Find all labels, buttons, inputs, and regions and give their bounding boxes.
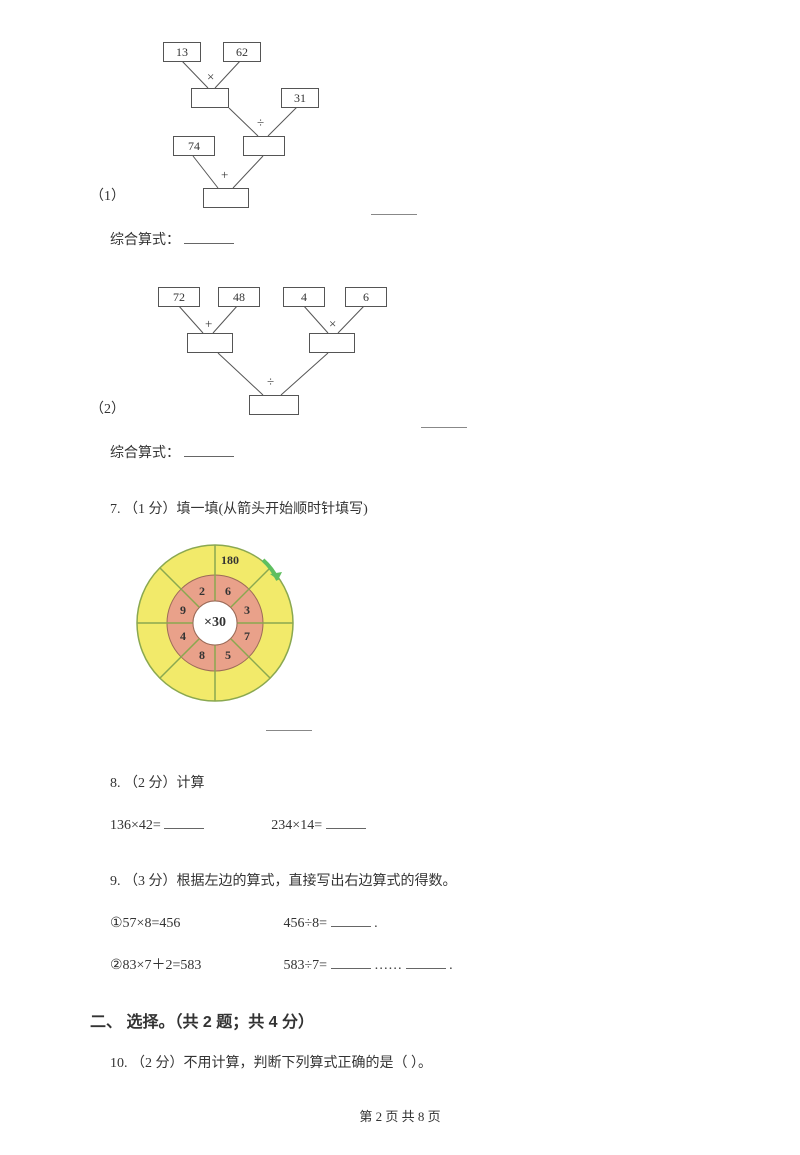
q8-blank-1[interactable] bbox=[326, 814, 366, 829]
q7: 7. （1 分）填一填(从箭头开始顺时针填写) bbox=[110, 496, 710, 742]
q6-1-answer-line[interactable] bbox=[371, 202, 417, 215]
box-13: 13 bbox=[163, 42, 201, 62]
q9-row0-suffix: . bbox=[374, 910, 378, 938]
wheel-inner-6: 9 bbox=[180, 598, 186, 622]
wheel-inner-0: 6 bbox=[225, 579, 231, 603]
box-blank-3[interactable] bbox=[203, 188, 249, 208]
q6-2-answer-line[interactable] bbox=[421, 415, 467, 428]
q6-2-expression-blank[interactable] bbox=[184, 442, 234, 457]
q6-1-expression-blank[interactable] bbox=[184, 229, 234, 244]
q9-row1-left: ②83×7＋2=583 bbox=[110, 952, 280, 980]
op-div: ÷ bbox=[257, 110, 264, 136]
wheel-inner-3: 5 bbox=[225, 643, 231, 667]
wheel-top: 180 bbox=[221, 548, 239, 572]
q9-row0-left: ①57×8=456 bbox=[110, 910, 280, 938]
q9-row1-suffix: . bbox=[449, 952, 453, 980]
wheel-center: ×30 bbox=[204, 609, 226, 637]
section-2-head: 二、 选择。（共 2 题；共 4 分） bbox=[90, 1008, 710, 1032]
tree-diagram-2: 72 48 4 6 + × ÷ bbox=[143, 283, 403, 428]
q6-1-prompt: 综合算式： bbox=[110, 233, 180, 248]
q9-row1-blank2[interactable] bbox=[406, 954, 446, 969]
box-74: 74 bbox=[173, 136, 215, 156]
q7-answer-line[interactable] bbox=[266, 718, 312, 731]
box-blank-5[interactable] bbox=[309, 333, 355, 353]
box-4: 4 bbox=[283, 287, 325, 307]
q9-row1-right: 583÷7= bbox=[284, 952, 328, 980]
wheel-inner-7: 2 bbox=[199, 579, 205, 603]
box-72: 72 bbox=[158, 287, 200, 307]
wheel-diagram: 180 ×30 6 3 7 5 8 4 9 2 bbox=[130, 538, 300, 708]
q6-part2: （2） 72 48 4 6 + × ÷ bbox=[90, 283, 710, 468]
q9-row1-dots: …… bbox=[374, 952, 402, 980]
wheel-inner-2: 7 bbox=[244, 624, 250, 648]
q8-expr-1: 234×14= bbox=[271, 812, 322, 840]
box-31: 31 bbox=[281, 88, 319, 108]
q9-row1-blank1[interactable] bbox=[331, 954, 371, 969]
box-blank-4[interactable] bbox=[187, 333, 233, 353]
q8-expr-0: 136×42= bbox=[110, 812, 161, 840]
q10: 10. （2 分）不用计算，判断下列算式正确的是（ ）。 bbox=[110, 1050, 710, 1078]
q6-part1: （1） 13 62 × 31 ÷ 74 + bbox=[90, 40, 710, 255]
box-48: 48 bbox=[218, 287, 260, 307]
q6-2-label: （2） bbox=[90, 396, 125, 424]
q9: 9. （3 分）根据左边的算式，直接写出右边算式的得数。 ①57×8=456 4… bbox=[110, 868, 710, 980]
wheel-inner-1: 3 bbox=[244, 598, 250, 622]
q8: 8. （2 分）计算 136×42= 234×14= bbox=[110, 770, 710, 840]
op-mul: × bbox=[207, 64, 214, 90]
box-blank-6[interactable] bbox=[249, 395, 299, 415]
q6-1-label: （1） bbox=[90, 183, 125, 211]
tree-diagram-1: 13 62 × 31 ÷ 74 + bbox=[143, 40, 353, 215]
q9-row0-blank[interactable] bbox=[331, 912, 371, 927]
wheel-inner-4: 8 bbox=[199, 643, 205, 667]
q9-row0-right: 456÷8= bbox=[284, 910, 328, 938]
box-blank-2[interactable] bbox=[243, 136, 285, 156]
wheel-inner-5: 4 bbox=[180, 624, 186, 648]
op-div2: ÷ bbox=[267, 369, 274, 395]
q8-text: 8. （2 分）计算 bbox=[110, 770, 710, 798]
q7-text: 7. （1 分）填一填(从箭头开始顺时针填写) bbox=[110, 496, 710, 524]
q6-2-prompt: 综合算式： bbox=[110, 446, 180, 461]
q9-text: 9. （3 分）根据左边的算式，直接写出右边算式的得数。 bbox=[110, 868, 710, 896]
q8-blank-0[interactable] bbox=[164, 814, 204, 829]
box-6: 6 bbox=[345, 287, 387, 307]
box-blank-1[interactable] bbox=[191, 88, 229, 108]
box-62: 62 bbox=[223, 42, 261, 62]
page-footer: 第 2 页 共 8 页 bbox=[90, 1106, 710, 1125]
op-plus: + bbox=[221, 162, 228, 188]
q10-text: 10. （2 分）不用计算，判断下列算式正确的是（ ）。 bbox=[110, 1056, 432, 1071]
